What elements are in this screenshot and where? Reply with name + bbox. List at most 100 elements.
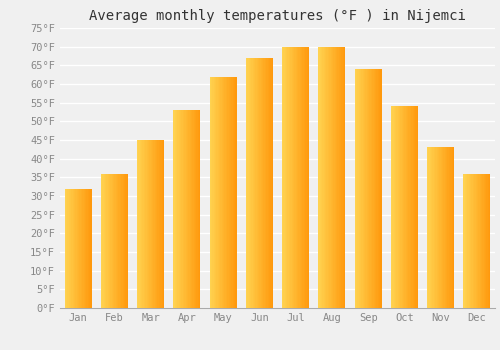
Bar xyxy=(322,47,324,308)
Bar xyxy=(478,174,480,308)
Bar xyxy=(432,147,434,308)
Bar xyxy=(293,47,294,308)
Bar xyxy=(300,47,301,308)
Bar xyxy=(269,58,270,308)
Bar xyxy=(106,174,108,308)
Bar xyxy=(342,47,343,308)
Bar xyxy=(117,174,118,308)
Bar xyxy=(216,77,218,308)
Bar xyxy=(452,147,453,308)
Bar xyxy=(380,69,382,308)
Bar xyxy=(250,58,251,308)
Bar xyxy=(89,189,90,308)
Bar xyxy=(162,140,163,308)
Bar xyxy=(270,58,272,308)
Bar xyxy=(212,77,214,308)
Bar xyxy=(407,106,408,308)
Bar xyxy=(101,174,102,308)
Bar xyxy=(150,140,152,308)
Bar xyxy=(268,58,269,308)
Bar xyxy=(116,174,117,308)
Bar xyxy=(442,147,444,308)
Bar xyxy=(113,174,114,308)
Bar xyxy=(358,69,360,308)
Bar xyxy=(403,106,404,308)
Bar xyxy=(375,69,376,308)
Bar xyxy=(320,47,321,308)
Bar xyxy=(78,189,80,308)
Bar xyxy=(480,174,481,308)
Bar xyxy=(485,174,486,308)
Bar xyxy=(392,106,394,308)
Bar xyxy=(453,147,454,308)
Bar xyxy=(110,174,112,308)
Bar xyxy=(85,189,86,308)
Bar xyxy=(333,47,334,308)
Title: Average monthly temperatures (°F ) in Nijemci: Average monthly temperatures (°F ) in Ni… xyxy=(89,9,466,23)
Bar xyxy=(158,140,159,308)
Bar xyxy=(81,189,82,308)
Bar xyxy=(124,174,125,308)
Bar xyxy=(126,174,128,308)
Bar xyxy=(391,106,392,308)
Bar xyxy=(211,77,212,308)
Bar xyxy=(404,106,406,308)
Bar xyxy=(438,147,440,308)
Bar xyxy=(137,140,138,308)
Bar xyxy=(125,174,126,308)
Bar xyxy=(332,47,333,308)
Bar xyxy=(371,69,372,308)
Bar xyxy=(265,58,266,308)
Bar xyxy=(282,47,284,308)
Bar xyxy=(234,77,235,308)
Bar xyxy=(334,47,336,308)
Bar xyxy=(194,110,195,308)
Bar xyxy=(302,47,304,308)
Bar xyxy=(76,189,77,308)
Bar xyxy=(450,147,452,308)
Bar xyxy=(224,77,226,308)
Bar xyxy=(114,174,116,308)
Bar xyxy=(256,58,258,308)
Bar xyxy=(159,140,160,308)
Bar xyxy=(192,110,194,308)
Bar xyxy=(138,140,140,308)
Bar xyxy=(292,47,293,308)
Bar xyxy=(176,110,178,308)
Bar xyxy=(284,47,285,308)
Bar xyxy=(379,69,380,308)
Bar xyxy=(64,189,66,308)
Bar xyxy=(68,189,70,308)
Bar xyxy=(481,174,482,308)
Bar xyxy=(374,69,375,308)
Bar xyxy=(163,140,164,308)
Bar xyxy=(232,77,234,308)
Bar xyxy=(484,174,485,308)
Bar xyxy=(318,47,320,308)
Bar xyxy=(329,47,330,308)
Bar xyxy=(254,58,256,308)
Bar xyxy=(174,110,176,308)
Bar xyxy=(410,106,411,308)
Bar xyxy=(416,106,418,308)
Bar xyxy=(396,106,398,308)
Bar xyxy=(304,47,305,308)
Bar xyxy=(210,77,211,308)
Bar xyxy=(120,174,121,308)
Bar xyxy=(449,147,450,308)
Bar xyxy=(105,174,106,308)
Bar xyxy=(180,110,182,308)
Bar xyxy=(328,47,329,308)
Bar xyxy=(446,147,448,308)
Bar xyxy=(444,147,446,308)
Bar xyxy=(195,110,196,308)
Bar xyxy=(262,58,264,308)
Bar xyxy=(141,140,142,308)
Bar xyxy=(367,69,368,308)
Bar xyxy=(448,147,449,308)
Bar xyxy=(248,58,250,308)
Bar xyxy=(296,47,297,308)
Bar xyxy=(289,47,290,308)
Bar xyxy=(148,140,150,308)
Bar xyxy=(74,189,76,308)
